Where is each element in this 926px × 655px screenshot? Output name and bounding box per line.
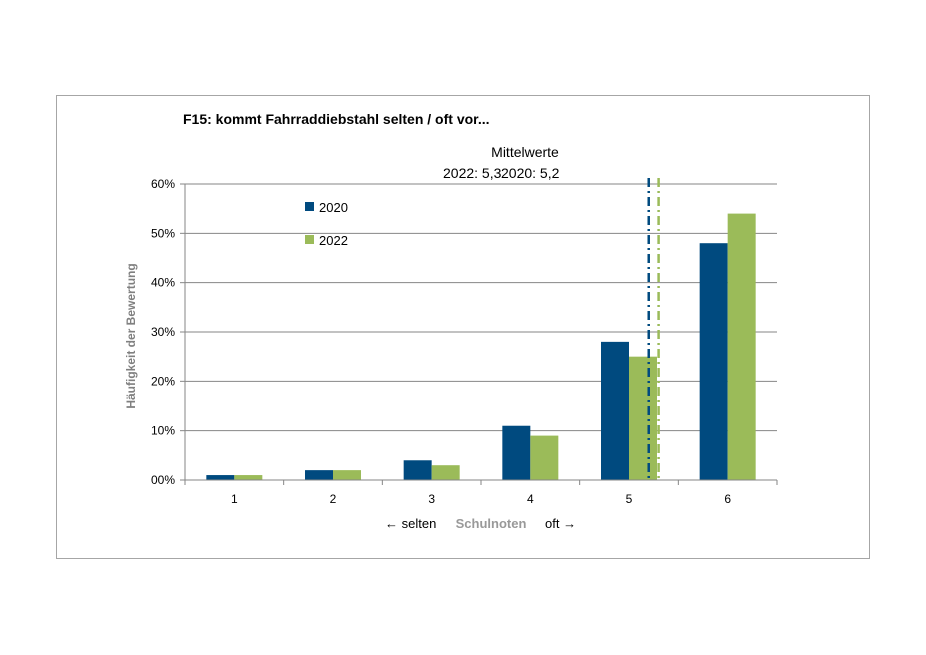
- y-tick-label: 00%: [151, 473, 175, 487]
- bar-2022-6: [727, 213, 756, 480]
- x-label-right: oft →: [545, 516, 576, 531]
- x-tick-label: 5: [626, 492, 633, 506]
- bar-2020-5: [601, 341, 629, 480]
- bar-2020-4: [502, 425, 531, 480]
- bar-2022-2: [333, 470, 361, 480]
- legend-swatch-2020: [305, 202, 314, 211]
- y-tick-label: 60%: [151, 177, 175, 191]
- bar-2020-6: [699, 243, 728, 480]
- bar-2020-1: [206, 475, 235, 480]
- y-tick-label: 50%: [151, 226, 175, 240]
- x-tick-label: 6: [724, 492, 731, 506]
- bar-2022-4: [530, 435, 559, 480]
- x-label-left: ← selten: [385, 516, 436, 531]
- bar-2022-3: [431, 465, 460, 480]
- y-tick-label: 30%: [151, 325, 175, 339]
- chart-frame: F15: kommt Fahrraddiebstahl selten / oft…: [56, 95, 870, 559]
- y-tick-label: 20%: [151, 374, 175, 388]
- y-tick-label: 10%: [151, 424, 175, 438]
- means-subtitle: Mittelwerte: [491, 144, 559, 160]
- legend-label-2022: 2022: [319, 233, 348, 248]
- y-tick-label: 40%: [151, 276, 175, 290]
- legend-swatch-2022: [305, 235, 314, 244]
- chart-title: F15: kommt Fahrraddiebstahl selten / oft…: [183, 111, 490, 127]
- legend-label-2020: 2020: [319, 200, 348, 215]
- bar-2020-2: [305, 470, 333, 480]
- chart-svg: F15: kommt Fahrraddiebstahl selten / oft…: [124, 111, 778, 531]
- y-axis-label: Häufigkeit der Bewertung: [124, 263, 138, 408]
- x-tick-label: 2: [330, 492, 337, 506]
- x-tick-label: 4: [527, 492, 534, 506]
- bar-2022-5: [629, 356, 657, 480]
- x-tick-label: 3: [428, 492, 435, 506]
- x-label-middle: Schulnoten: [456, 516, 527, 531]
- mean-label-0: 2022: 5,3: [443, 165, 502, 181]
- mean-label-1: 2020: 5,2: [501, 165, 560, 181]
- bar-2022-1: [234, 475, 263, 480]
- x-tick-label: 1: [231, 492, 238, 506]
- bar-2020-3: [403, 460, 432, 480]
